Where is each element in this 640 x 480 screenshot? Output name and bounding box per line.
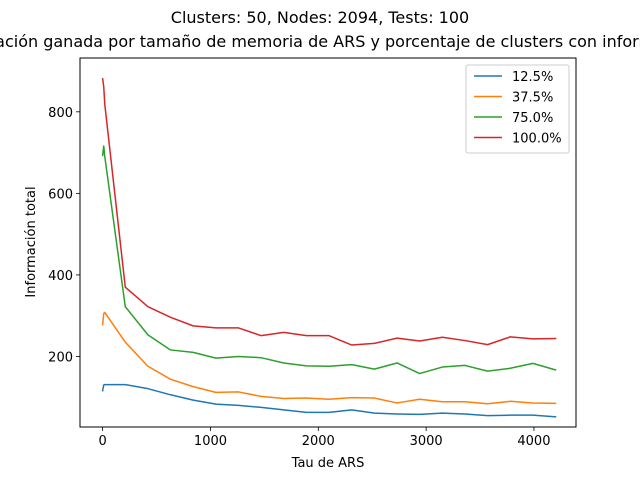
chart-subtitle: Información ganada por tamaño de memoria… xyxy=(0,32,640,51)
x-tick-label-1: 1000 xyxy=(194,434,227,449)
y-axis: 200 400 600 800 xyxy=(48,106,80,365)
x-axis: 0 1000 2000 3000 4000 xyxy=(99,427,550,449)
plot-frame xyxy=(79,57,577,428)
y-axis-label: Información total xyxy=(24,186,39,297)
x-tick-label-2: 2000 xyxy=(302,434,335,449)
series-line-3 xyxy=(101,77,557,346)
plot-lines xyxy=(101,77,557,418)
x-tick-label-0: 0 xyxy=(99,434,107,449)
legend-label-1: 37.5% xyxy=(512,91,553,106)
legend-label-0: 12.5% xyxy=(512,70,553,85)
legend-label-3: 100.0% xyxy=(512,132,562,147)
y-tick-label-2: 600 xyxy=(48,187,73,202)
legend: 12.5% 37.5% 75.0% 100.0% xyxy=(465,64,570,154)
legend-box xyxy=(465,64,570,154)
chart-title: Clusters: 50, Nodes: 2094, Tests: 100 xyxy=(171,8,469,27)
y-tick-label-3: 800 xyxy=(48,106,73,121)
y-tick-label-0: 200 xyxy=(48,350,73,365)
x-tick-label-3: 3000 xyxy=(410,434,443,449)
x-tick-label-4: 4000 xyxy=(517,434,550,449)
series-line-2 xyxy=(101,145,557,375)
series-line-1 xyxy=(101,311,557,405)
x-axis-label: Tau de ARS xyxy=(291,456,365,471)
series-line-0 xyxy=(101,383,557,418)
y-tick-label-1: 400 xyxy=(48,269,73,284)
legend-label-2: 75.0% xyxy=(512,111,553,126)
